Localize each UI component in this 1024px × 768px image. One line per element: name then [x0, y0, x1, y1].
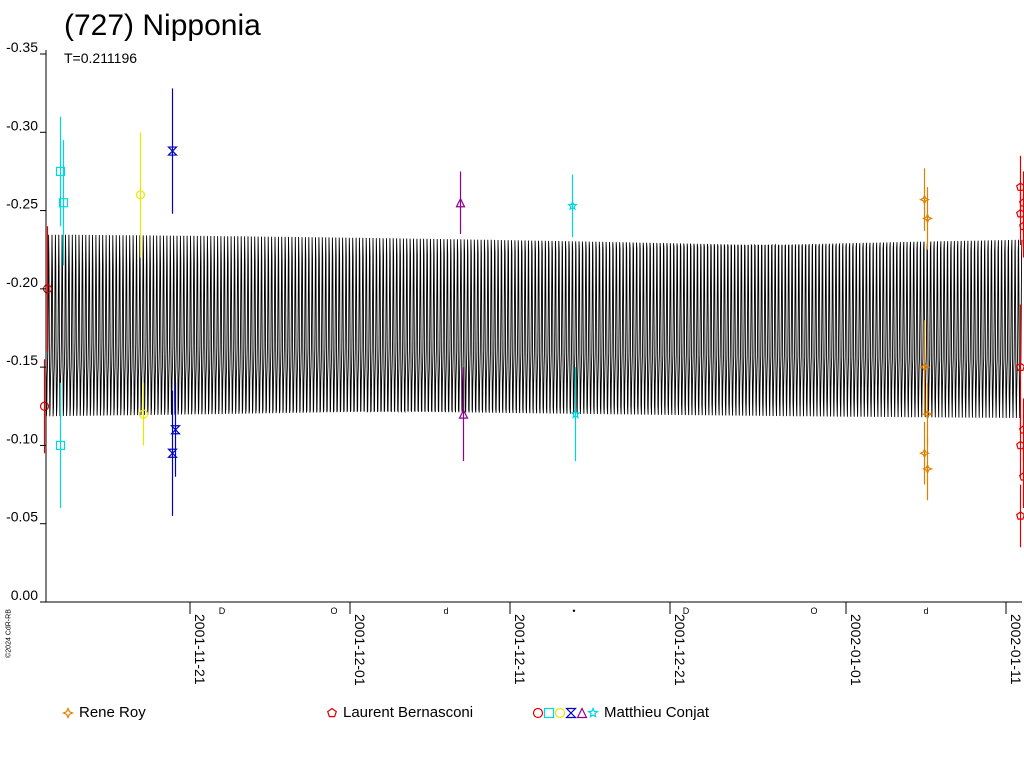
x-tick-label: 2001-12-11: [512, 614, 528, 685]
x-tick-label: 2002-01-11: [1008, 614, 1024, 685]
data-point: [918, 361, 931, 373]
y-tick-label: -0.15: [6, 352, 38, 368]
data-point: [455, 197, 466, 208]
data-point: [921, 408, 934, 420]
data-point: [167, 146, 178, 156]
legend-marker: [326, 707, 338, 718]
legend-item: Laurent Bernasconi: [326, 704, 473, 722]
legend-marker: [532, 707, 544, 719]
data-point: [921, 212, 934, 224]
y-tick-label: -0.30: [6, 117, 38, 133]
chart-subtitle: T=0.211196: [64, 50, 138, 66]
moon-phase-marker: D: [683, 606, 690, 616]
moon-phase-marker: •: [572, 606, 575, 616]
series-3: [167, 88, 181, 516]
data-point: [135, 190, 146, 200]
data-point: [138, 409, 149, 419]
legend-marker: [543, 707, 555, 719]
y-tick-label: -0.05: [6, 509, 38, 525]
data-point: [55, 166, 66, 177]
series-4: [455, 171, 469, 462]
x-tick-label: 2001-11-21: [192, 614, 208, 685]
data-point: [570, 408, 581, 419]
legend-marker: [565, 707, 577, 719]
x-tick-label: 2001-12-01: [352, 614, 368, 686]
series-1: [55, 116, 69, 509]
moon-phase-marker: O: [810, 606, 817, 616]
series-0: [39, 226, 53, 454]
legend-marker: [554, 707, 566, 719]
data-point: [921, 463, 934, 475]
y-tick-label: -0.25: [6, 196, 38, 212]
series-5: [567, 174, 581, 462]
data-point: [458, 408, 469, 419]
legend-label: Rene Roy: [79, 704, 146, 722]
model-curve-line: [45, 234, 1023, 419]
legend-label: Matthieu Conjat: [604, 704, 710, 722]
legend-marker: [587, 706, 599, 718]
legend-symbol: [326, 707, 338, 718]
data-point: [170, 425, 181, 435]
legend-symbol: [62, 707, 75, 720]
x-tick-label: 2002-01-01: [848, 614, 864, 686]
legend-item: Matthieu Conjat: [532, 704, 709, 722]
data-point: [55, 440, 66, 451]
data-point: [918, 447, 931, 459]
legend-label: Laurent Bernasconi: [343, 704, 474, 722]
axes: -0.35 -0.30 -0.25 -0.20 -0.15 -0.10 -0.05 0.00 2…: [6, 39, 1024, 686]
data-point: [567, 200, 578, 211]
copyright-note: ©2024 CdR-RB: [5, 609, 13, 658]
y-tick-label: 0.00: [11, 587, 38, 603]
y-tick-label: -0.10: [6, 430, 38, 446]
moon-phase-marker: d: [443, 606, 448, 616]
data-point: [39, 401, 50, 411]
chart-title: (727) Nipponia: [64, 9, 261, 42]
y-tick-label: -0.20: [6, 274, 38, 290]
data-point: [167, 448, 178, 458]
moon-phase-marker: O: [330, 606, 337, 616]
data-point: [58, 198, 69, 208]
moon-phase-marker: d: [923, 606, 928, 616]
legend-marker: [576, 707, 588, 719]
moon-phase-marker: D: [219, 606, 226, 616]
legend-item: Rene Roy: [62, 704, 146, 722]
x-tick-label: 2001-12-21: [672, 614, 688, 686]
y-tick-label: -0.35: [6, 39, 38, 55]
series-6: [918, 168, 934, 501]
legend-marker: [62, 707, 75, 720]
legend-symbol: [532, 706, 599, 719]
model-curve: [45, 234, 1023, 419]
series-2: [135, 132, 149, 446]
data-point: [918, 194, 931, 206]
